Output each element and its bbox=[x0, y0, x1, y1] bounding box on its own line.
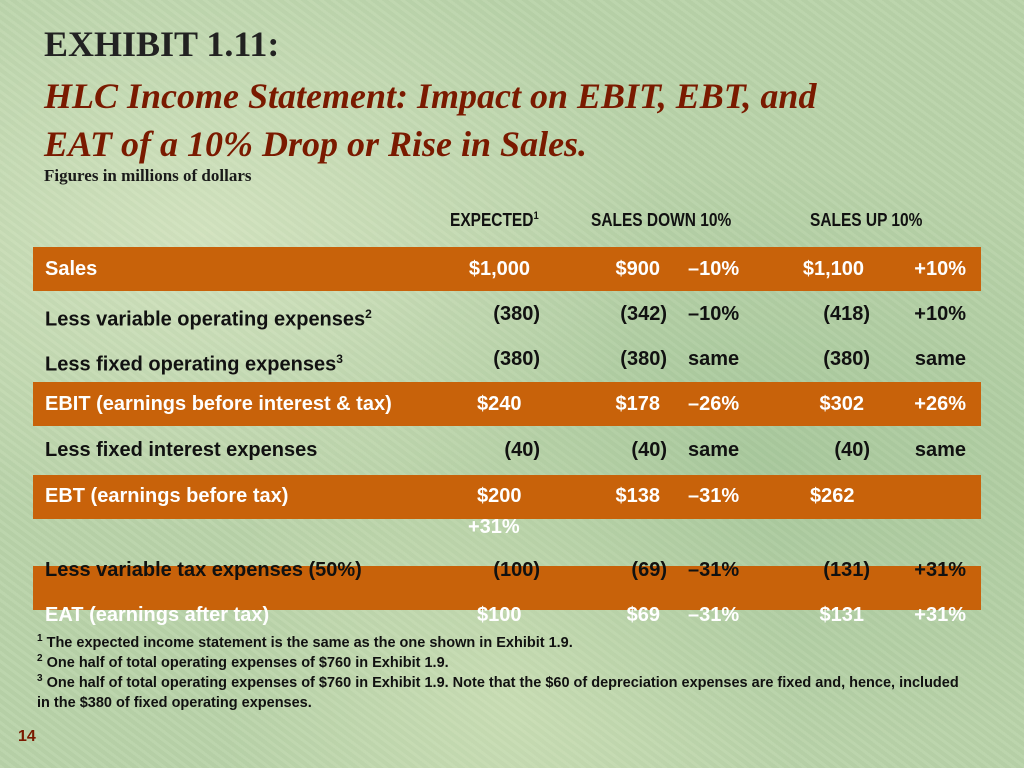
row-label-text: Less variable operating expenses bbox=[45, 308, 366, 331]
footnote-1-mark: 1 bbox=[37, 633, 43, 644]
sales-down-value: (69) bbox=[631, 559, 667, 581]
column-header-sales-down: SALES DOWN 10% bbox=[591, 210, 732, 230]
expected-value: (380) bbox=[493, 303, 540, 325]
sales-down-percent: –10% bbox=[688, 303, 740, 325]
sales-up-value: $1,100 bbox=[802, 258, 864, 280]
sales-up-value: (40) bbox=[834, 439, 870, 461]
sales-down-percent: –31% bbox=[688, 604, 740, 626]
sales-up-percent: same bbox=[914, 348, 966, 370]
row-band-sales bbox=[33, 247, 981, 291]
footnote-2-text: One half of total operating expenses of … bbox=[46, 654, 449, 671]
row-label: EBT (earnings before tax) bbox=[45, 485, 289, 507]
footnote-1: 1 The expected income statement is the s… bbox=[37, 629, 967, 653]
row-label: Less fixed operating expenses3 bbox=[45, 347, 343, 377]
row-label: EBIT (earnings before interest & tax) bbox=[45, 393, 392, 415]
footnote-3-mark: 3 bbox=[37, 673, 43, 684]
row-band-ebt bbox=[33, 475, 981, 519]
row-label: EAT (earnings after tax) bbox=[45, 604, 270, 626]
row-band-ebit bbox=[33, 382, 981, 426]
sales-up-percent: +31% bbox=[914, 604, 966, 626]
column-header-sales-up: SALES UP 10% bbox=[810, 210, 923, 230]
expected-value: $100 bbox=[477, 604, 522, 626]
sales-down-percent: –31% bbox=[688, 485, 740, 507]
row-label: Sales bbox=[45, 258, 98, 280]
sales-down-percent: –31% bbox=[688, 559, 740, 581]
footnote-3: 3 One half of total operating expenses o… bbox=[37, 669, 967, 713]
column-header-expected: EXPECTED1 bbox=[450, 210, 539, 231]
row-label: Less variable tax expenses (50%) bbox=[45, 559, 362, 581]
footnote-mark-3: 3 bbox=[336, 352, 343, 366]
sales-down-value: $178 bbox=[615, 393, 661, 415]
exhibit-subtitle-line2: EAT of a 10% Drop or Rise in Sales. bbox=[44, 124, 588, 164]
sales-up-value: (418) bbox=[823, 303, 870, 325]
sales-up-value: (131) bbox=[823, 559, 870, 581]
sales-down-value: (40) bbox=[631, 439, 667, 461]
sales-up-percent: +31% bbox=[914, 559, 966, 581]
footnote-mark-1: 1 bbox=[533, 210, 539, 222]
sales-down-value: $69 bbox=[626, 604, 660, 626]
column-header-expected-label: EXPECTED bbox=[450, 210, 534, 230]
sales-up-percent: +10% bbox=[914, 303, 966, 325]
footnote-mark-2: 2 bbox=[365, 307, 372, 321]
sales-down-percent: –10% bbox=[688, 258, 740, 280]
sales-down-value: $900 bbox=[615, 258, 661, 280]
footnote-2-mark: 2 bbox=[37, 653, 43, 664]
sales-up-percent: +10% bbox=[914, 258, 966, 280]
sales-down-percent: same bbox=[688, 348, 740, 370]
expected-value: (100) bbox=[493, 559, 540, 581]
sales-down-value: (342) bbox=[620, 303, 667, 325]
expected-value: (40) bbox=[504, 439, 540, 461]
units-caption: Figures in millions of dollars bbox=[44, 166, 252, 185]
sales-up-value: $302 bbox=[819, 393, 865, 415]
exhibit-subtitle-line1: HLC Income Statement: Impact on EBIT, EB… bbox=[44, 76, 817, 116]
footnote-1-text: The expected income statement is the sam… bbox=[46, 634, 573, 651]
page-number: 14 bbox=[18, 728, 36, 745]
expected-value: $240 bbox=[477, 393, 522, 415]
sales-up-percent: +26% bbox=[914, 393, 966, 415]
sales-up-value: (380) bbox=[823, 348, 870, 370]
sales-up-percent: same bbox=[914, 439, 966, 461]
sales-down-percent: –26% bbox=[688, 393, 740, 415]
sales-down-percent: same bbox=[688, 439, 740, 461]
expected-value: (380) bbox=[493, 348, 540, 370]
exhibit-title: EXHIBIT 1.11: bbox=[44, 24, 280, 64]
row-band-eat bbox=[33, 566, 981, 610]
sales-up-value: $262 bbox=[810, 485, 855, 507]
sales-down-value: (380) bbox=[620, 348, 667, 370]
sales-up-value: $131 bbox=[819, 604, 865, 626]
footnote-2: 2 One half of total operating expenses o… bbox=[37, 649, 967, 673]
expected-value: $200 bbox=[477, 485, 522, 507]
sales-up-percent: +31% bbox=[468, 516, 520, 538]
expected-value: $1,000 bbox=[468, 258, 530, 280]
sales-down-value: $138 bbox=[615, 485, 661, 507]
footnote-3-text: One half of total operating expenses of … bbox=[37, 674, 959, 711]
row-label: Less fixed interest expenses bbox=[45, 439, 318, 461]
row-label-text: Less fixed operating expenses bbox=[45, 353, 337, 376]
row-label: Less variable operating expenses2 bbox=[45, 302, 372, 332]
